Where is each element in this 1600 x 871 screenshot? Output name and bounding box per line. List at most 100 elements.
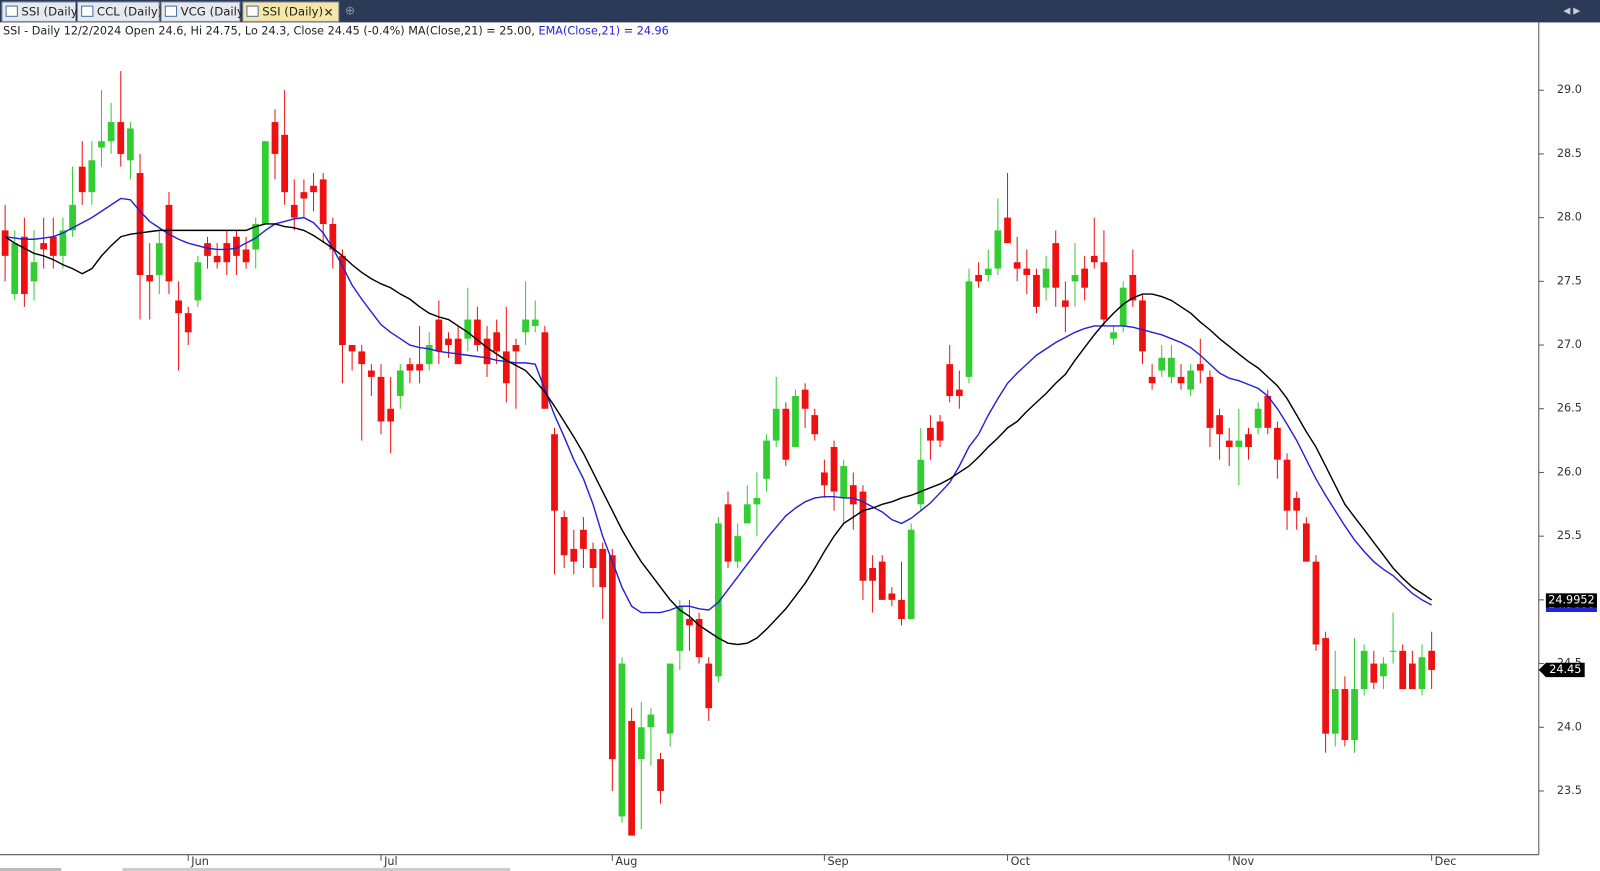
x-tick-label: Jun: [190, 855, 209, 868]
candle-body: [531, 319, 539, 326]
candle-body: [859, 491, 867, 581]
candle-body: [233, 236, 240, 256]
new-tab[interactable]: ⊕: [345, 4, 355, 18]
candle-body: [1293, 497, 1301, 511]
candle-body: [310, 185, 317, 193]
candle-body: [801, 389, 809, 409]
y-tick-label: 28.0: [1557, 211, 1582, 224]
price-tag: 24.9952: [1548, 593, 1594, 606]
candle-body: [1312, 561, 1320, 645]
candle-body: [98, 141, 105, 148]
candle-body: [811, 415, 819, 435]
candle-body: [406, 364, 414, 371]
candle-body: [146, 274, 154, 282]
candle-body: [1090, 255, 1098, 263]
tab[interactable]: [1, 1, 77, 22]
candle-body: [1004, 217, 1011, 244]
candle-body: [1380, 663, 1387, 677]
tab-label[interactable]: SSI (Daily): [21, 5, 82, 19]
candle-body: [184, 313, 192, 333]
tab[interactable]: [77, 1, 160, 22]
tab-icon: [5, 5, 18, 17]
candle-body: [1225, 440, 1233, 447]
chart-info: SSI - Daily 12/2/2024 Open 24.6, Hi 24.7…: [3, 25, 669, 38]
tab-label[interactable]: SSI (Daily): [262, 5, 323, 19]
candle-body: [127, 128, 134, 161]
candle-body: [541, 332, 549, 409]
candle-body: [917, 459, 925, 505]
candle-body: [213, 255, 221, 263]
candle-body: [1119, 287, 1127, 326]
tab[interactable]: [160, 1, 241, 22]
candle-body: [300, 192, 308, 199]
tab-icon: [81, 5, 94, 17]
indicator-line: [4, 223, 1433, 646]
candle-body: [1360, 650, 1368, 690]
candle-body: [281, 134, 288, 193]
candle-body: [1418, 657, 1426, 690]
candle-body: [686, 618, 693, 626]
tab-label[interactable]: CCL (Daily): [97, 5, 162, 19]
candle-body: [984, 268, 992, 275]
candle-body: [589, 548, 597, 569]
candle-body: [608, 555, 616, 760]
x-tick-label: Oct: [1011, 855, 1031, 868]
candle-body: [1283, 459, 1291, 511]
candle-body: [59, 230, 67, 256]
candle-body: [21, 236, 28, 295]
close-tag-bg: [1538, 662, 1585, 678]
candle-body: [869, 568, 876, 581]
y-tick-label: 28.5: [1557, 147, 1582, 160]
candle-body: [772, 408, 780, 441]
candle-body: [975, 274, 982, 282]
y-tick-label: 26.5: [1557, 402, 1582, 415]
y-tick-label: 29.0: [1557, 83, 1582, 96]
candle-body: [1042, 268, 1050, 288]
candle-body: [1206, 376, 1214, 428]
candle-body: [907, 529, 915, 619]
x-tick-label: Jul: [383, 855, 398, 868]
candle-body: [502, 351, 510, 384]
x-tick-label: Dec: [1435, 855, 1457, 868]
tab[interactable]: [242, 1, 340, 22]
candle-body: [425, 345, 433, 365]
candle-body: [878, 561, 886, 600]
scroll-arrows[interactable]: ◀ ▶: [1563, 6, 1581, 17]
tabs: SSI (Daily) CCL (Daily) VCG (Daily) SSI (Da…: [1, 1, 340, 22]
x-tick-label: Aug: [615, 855, 637, 868]
candle-body: [1235, 440, 1243, 447]
candle-body: [194, 262, 202, 301]
candle-body: [1023, 268, 1031, 275]
candle-body: [483, 338, 491, 365]
candle-body: [637, 727, 645, 760]
candle-body: [1129, 274, 1137, 301]
candle-body: [599, 548, 607, 588]
candle-body: [1081, 268, 1089, 288]
scrollbar[interactable]: [0, 867, 62, 871]
candle-body: [927, 427, 934, 441]
candle-body: [252, 224, 260, 250]
candle-body: [994, 230, 1002, 269]
candle-body: [570, 548, 578, 562]
candle-body: [782, 408, 790, 460]
candle-body: [367, 370, 375, 377]
candle-body: [1254, 408, 1262, 428]
candle-body: [155, 243, 163, 275]
candle-body: [1196, 364, 1204, 371]
candle-body: [628, 720, 635, 836]
candle-body: [840, 466, 848, 498]
candle-body: [1158, 357, 1166, 371]
candle-body: [493, 332, 501, 352]
candle-body: [946, 364, 954, 397]
candle-body: [1187, 370, 1195, 390]
candle-body: [522, 319, 529, 333]
scrollbar-thumb[interactable]: [122, 867, 511, 871]
candle-body: [898, 599, 905, 619]
candle-body: [242, 249, 250, 263]
tab-label[interactable]: VCG (Daily): [181, 5, 249, 19]
candle-body: [474, 319, 481, 346]
candle-body: [165, 204, 173, 282]
candle-body: [454, 338, 462, 365]
tab-close[interactable]: [325, 8, 333, 16]
candle-body: [695, 618, 703, 658]
